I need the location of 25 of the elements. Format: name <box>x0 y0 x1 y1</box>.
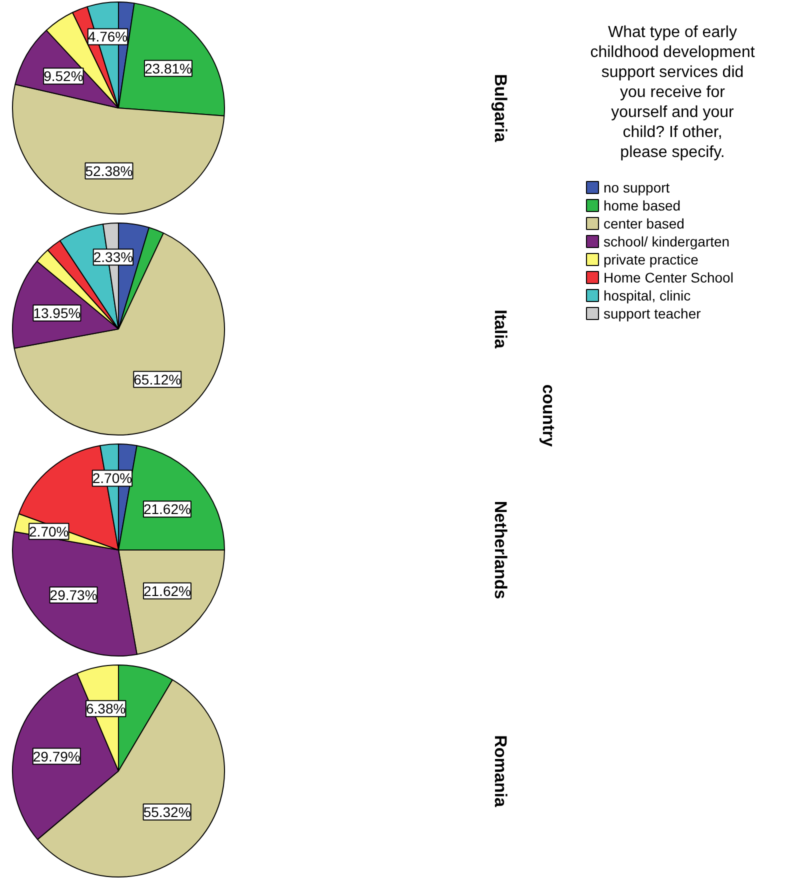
legend-label: hospital, clinic <box>604 288 691 304</box>
slice-label: Italia <box>491 310 510 349</box>
legend-label: support teacher <box>604 306 702 322</box>
legend-label: private practice <box>604 252 699 268</box>
legend-label: home based <box>604 198 681 214</box>
legend-label: school/ kindergarten <box>604 234 730 250</box>
slice-label: Romania <box>491 735 510 808</box>
data-label: 9.52% <box>44 68 84 84</box>
data-label: 21.62% <box>143 582 191 599</box>
slice-label: Bulgaria <box>491 74 510 143</box>
legend-label: center based <box>604 216 684 232</box>
legend-label: no support <box>604 180 670 196</box>
data-label: 2.33% <box>93 249 134 266</box>
data-label: 52.38% <box>85 162 133 179</box>
data-label: 23.81% <box>144 60 192 76</box>
slice-label: Netherlands <box>491 500 510 600</box>
legend-label: Home Center School <box>604 270 734 286</box>
legend-title: What type of early childhood development support services did you receive for yourself and your child? If other, please specify. <box>590 24 756 161</box>
data-label: 29.79% <box>32 748 80 764</box>
text: country <box>539 384 558 448</box>
data-label: 65.12% <box>134 371 182 388</box>
data-label: 55.32% <box>143 804 191 820</box>
data-label: 21.62% <box>143 501 191 518</box>
data-label: 2.70% <box>92 470 132 486</box>
data-label: 29.73% <box>50 586 98 603</box>
